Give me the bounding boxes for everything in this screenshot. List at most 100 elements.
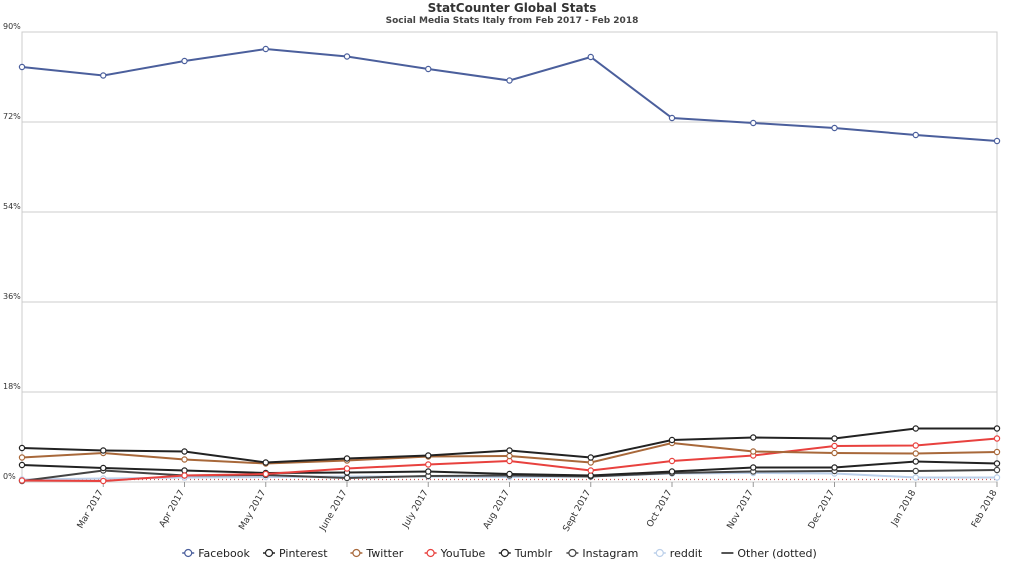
series-facebook bbox=[18, 45, 1001, 145]
data-point bbox=[831, 124, 838, 132]
data-point bbox=[181, 57, 188, 65]
data-point bbox=[912, 442, 919, 449]
data-point bbox=[993, 448, 1001, 456]
data-point bbox=[750, 434, 757, 441]
data-point bbox=[750, 448, 757, 455]
data-point bbox=[993, 474, 1001, 481]
x-tick-label: Oct 2017 bbox=[645, 489, 674, 530]
data-point bbox=[506, 470, 513, 478]
x-axis-ticks: Mar 2017 Apr 2017 May 2017 June 2017 July 20… bbox=[76, 482, 1000, 534]
plot-border bbox=[21, 31, 998, 483]
x-tick-label: Feb 2018 bbox=[970, 488, 1000, 529]
data-point bbox=[506, 77, 513, 84]
data-point bbox=[425, 468, 432, 475]
data-point bbox=[181, 448, 188, 455]
x-tick-label: Mar 2017 bbox=[76, 489, 106, 531]
legend-marker-icon bbox=[426, 548, 435, 558]
data-point bbox=[343, 455, 351, 462]
data-point bbox=[993, 137, 1001, 145]
y-tick-label: 90% bbox=[3, 22, 21, 31]
data-point bbox=[750, 119, 757, 127]
legend-item-tumblr[interactable]: Tumblr bbox=[498, 547, 553, 560]
legend-label: Twitter bbox=[365, 547, 403, 560]
data-point bbox=[668, 468, 676, 475]
data-point bbox=[831, 442, 838, 450]
data-point bbox=[425, 452, 432, 459]
legend: Facebook Pinterest Twitter YouTube Tumblr Ins… bbox=[182, 547, 817, 560]
legend-label: Tumblr bbox=[514, 547, 553, 560]
data-point bbox=[18, 477, 26, 484]
data-point bbox=[100, 447, 107, 454]
series-twitter bbox=[18, 439, 1001, 467]
x-tick-label: Jan 2018 bbox=[889, 488, 918, 528]
data-point bbox=[831, 435, 838, 442]
data-point bbox=[506, 447, 513, 454]
y-tick-label: 36% bbox=[3, 292, 21, 301]
data-point bbox=[100, 464, 107, 472]
x-tick-label: Sept 2017 bbox=[562, 489, 594, 534]
chart-title: StatCounter Global Stats bbox=[428, 1, 597, 15]
legend-label: Facebook bbox=[198, 547, 250, 560]
data-point bbox=[668, 436, 676, 444]
series-tumblr bbox=[18, 458, 1001, 479]
y-tick-label: 0% bbox=[3, 472, 16, 481]
chart-subtitle: Social Media Stats Italy from Feb 2017 -… bbox=[386, 16, 639, 26]
data-point bbox=[18, 454, 26, 461]
data-point bbox=[912, 131, 919, 139]
legend-label: YouTube bbox=[440, 547, 486, 560]
legend-label: reddit bbox=[670, 547, 703, 560]
data-point bbox=[506, 452, 513, 460]
data-point bbox=[993, 425, 1001, 432]
legend-marker-icon bbox=[655, 548, 664, 558]
data-point bbox=[668, 114, 676, 122]
data-point bbox=[100, 477, 107, 485]
legend-item-youtube[interactable]: YouTube bbox=[424, 547, 486, 560]
data-point bbox=[912, 474, 919, 481]
data-point bbox=[343, 465, 351, 472]
legend-label: Instagram bbox=[582, 547, 638, 560]
data-point bbox=[262, 45, 269, 53]
data-point bbox=[587, 53, 594, 61]
data-point bbox=[993, 466, 1001, 474]
series-lines bbox=[18, 45, 1001, 485]
data-point bbox=[750, 464, 757, 471]
series-line bbox=[21, 47, 998, 142]
legend-item-pinterest[interactable]: Pinterest bbox=[263, 547, 328, 560]
data-point bbox=[912, 425, 919, 432]
y-tick-label: 18% bbox=[3, 382, 21, 391]
data-point bbox=[587, 454, 594, 461]
legend-label: Pinterest bbox=[279, 547, 328, 560]
y-tick-label: 54% bbox=[3, 202, 21, 211]
x-tick-label: Nov 2017 bbox=[726, 489, 756, 532]
data-point bbox=[993, 460, 1001, 467]
data-point bbox=[262, 459, 269, 466]
x-tick-label: June 2017 bbox=[318, 489, 350, 534]
data-point bbox=[18, 461, 26, 469]
legend-item-reddit[interactable]: reddit bbox=[653, 547, 703, 560]
data-point bbox=[181, 456, 188, 463]
data-point bbox=[343, 53, 351, 60]
gridlines bbox=[21, 31, 998, 483]
legend-item-facebook[interactable]: Facebook bbox=[182, 547, 251, 560]
series-youtube bbox=[18, 435, 1001, 485]
data-point bbox=[343, 474, 351, 482]
x-tick-label: July 2017 bbox=[401, 489, 431, 531]
x-tick-label: May 2017 bbox=[238, 489, 269, 532]
legend-item-other-dotted[interactable]: Other (dotted) bbox=[721, 547, 817, 560]
legend-marker-icon bbox=[264, 548, 274, 558]
legend-item-instagram[interactable]: Instagram bbox=[566, 547, 638, 560]
legend-item-twitter[interactable]: Twitter bbox=[350, 547, 404, 560]
data-point bbox=[831, 464, 838, 471]
data-point bbox=[912, 458, 919, 465]
x-tick-label: Aug 2017 bbox=[482, 489, 512, 532]
data-point bbox=[912, 467, 919, 475]
y-tick-label: 72% bbox=[3, 112, 21, 121]
data-point bbox=[831, 449, 838, 457]
data-point bbox=[425, 65, 432, 73]
series-pinterest bbox=[18, 425, 1001, 466]
legend-label: Other (dotted) bbox=[737, 547, 816, 560]
x-tick-label: Dec 2017 bbox=[807, 489, 837, 531]
data-point bbox=[912, 450, 919, 457]
data-point bbox=[668, 457, 676, 465]
